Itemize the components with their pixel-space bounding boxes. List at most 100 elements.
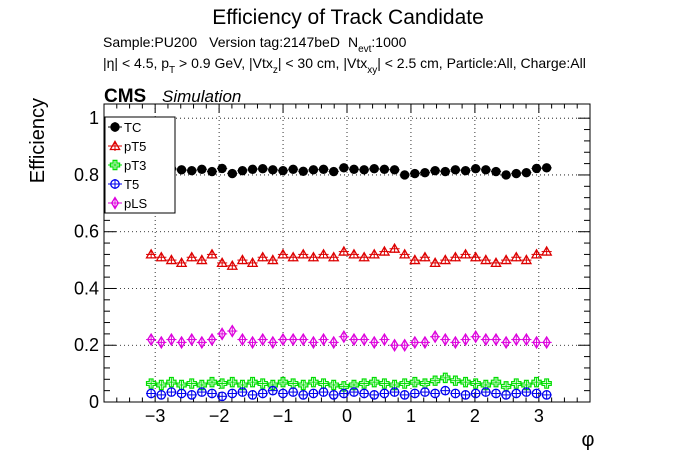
data-point xyxy=(228,324,237,338)
data-point xyxy=(420,167,430,178)
data-point xyxy=(207,388,217,399)
x-tick-label: −3 xyxy=(145,406,166,426)
data-point xyxy=(216,257,228,268)
data-point xyxy=(441,332,450,347)
data-point xyxy=(439,254,452,265)
data-point xyxy=(319,332,328,347)
data-point xyxy=(197,164,207,174)
data-point xyxy=(390,338,399,352)
axes: −3 −2 −1 0 1 2 3 0 0.2 0.4 0.6 0.8 1 xyxy=(74,103,591,426)
y-axis-label: Efficiency xyxy=(27,98,49,183)
data-point xyxy=(399,390,410,400)
legend-label: pT3 xyxy=(124,158,146,173)
data-point xyxy=(511,168,521,179)
y-tick-label: 0.8 xyxy=(74,165,99,185)
data-point xyxy=(512,332,521,347)
series-pT5 xyxy=(145,242,553,270)
data-point xyxy=(369,376,380,388)
cms-label: CMS xyxy=(104,86,146,107)
data-point xyxy=(289,332,298,347)
data-point xyxy=(247,376,258,388)
data-point xyxy=(359,165,369,175)
data-point xyxy=(378,245,391,256)
data-point xyxy=(257,378,268,389)
data-point xyxy=(400,338,409,352)
data-point xyxy=(216,378,228,389)
data-point xyxy=(227,388,238,399)
series-pLS xyxy=(146,324,552,352)
data-point xyxy=(429,375,441,386)
data-point xyxy=(338,245,350,256)
data-point xyxy=(277,248,289,259)
version-label: Version tag:2147beD xyxy=(209,34,340,50)
data-layer xyxy=(145,163,553,402)
data-point xyxy=(481,165,491,175)
legend-label: pLS xyxy=(124,196,147,211)
data-point xyxy=(451,335,460,350)
data-point xyxy=(166,387,177,397)
data-point xyxy=(430,388,440,399)
pt-cut: > 0.9 GeV, |Vtx xyxy=(175,55,273,71)
data-point xyxy=(542,335,551,350)
data-point xyxy=(237,379,248,391)
series-T5 xyxy=(146,385,552,402)
data-point xyxy=(420,387,430,397)
legend-label: TC xyxy=(124,120,141,135)
legend-label: pT5 xyxy=(124,139,146,154)
data-point xyxy=(339,388,349,399)
data-point xyxy=(217,391,227,402)
data-point xyxy=(348,379,360,391)
nevt-value: :1000 xyxy=(371,34,406,50)
data-point xyxy=(501,170,511,180)
data-point xyxy=(338,381,350,392)
info-line-2: |η| < 4.5, pT > 0.9 GeV, |Vtxz| < 30 cm,… xyxy=(103,55,586,76)
data-point xyxy=(256,251,269,262)
z-subscript: z xyxy=(273,65,278,76)
data-point xyxy=(186,390,197,400)
data-point xyxy=(501,335,511,350)
data-point xyxy=(490,257,502,268)
data-point xyxy=(268,165,278,175)
data-point xyxy=(490,376,502,388)
data-point xyxy=(440,372,451,384)
data-point xyxy=(409,254,421,265)
data-point xyxy=(399,378,410,389)
data-point xyxy=(165,254,178,265)
data-point xyxy=(429,257,441,268)
data-point xyxy=(339,330,348,344)
chart-title: Efficiency of Track Candidate xyxy=(212,6,484,29)
data-point xyxy=(196,254,208,265)
data-point xyxy=(358,378,370,389)
data-point xyxy=(449,251,462,262)
data-point xyxy=(410,335,419,350)
data-point xyxy=(278,388,288,399)
data-point xyxy=(298,379,309,391)
data-point xyxy=(481,332,490,347)
data-point xyxy=(461,332,470,347)
data-point xyxy=(147,332,156,347)
data-point xyxy=(318,164,329,174)
data-point xyxy=(531,376,542,388)
x-tick-label: −2 xyxy=(209,406,230,426)
x-tick-label: 3 xyxy=(534,406,544,426)
data-point xyxy=(339,163,349,173)
data-point xyxy=(187,332,196,347)
data-point xyxy=(541,378,552,389)
data-point xyxy=(370,335,379,350)
data-point xyxy=(308,388,319,399)
data-point xyxy=(186,378,197,389)
data-point xyxy=(521,379,532,391)
data-point xyxy=(360,332,369,347)
data-point xyxy=(491,332,501,347)
data-point xyxy=(450,375,461,386)
x-tick-label: −1 xyxy=(273,406,294,426)
data-point xyxy=(288,387,299,397)
legend-marker xyxy=(110,196,120,210)
z-cut: | < 30 cm, |Vtx xyxy=(278,55,367,71)
data-point xyxy=(236,254,249,265)
data-point xyxy=(359,388,369,399)
data-point xyxy=(511,388,522,399)
data-point xyxy=(156,379,167,391)
eta-cut: |η| < 4.5, p xyxy=(103,55,169,71)
